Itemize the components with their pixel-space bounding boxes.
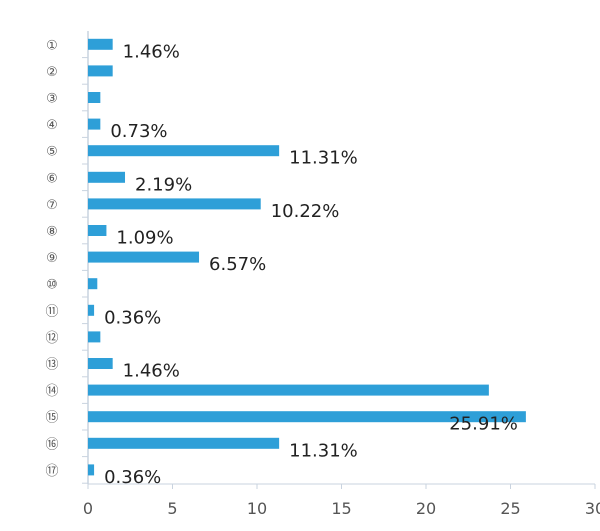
category-labels: ① ② ③ ④ ⑤ ⑥ ⑦ ⑧ ⑨ ⑩ ⑪ ⑫ ⑬ ⑭ ⑮ ⑯ ⑰	[45, 38, 58, 479]
x-tick-label-25: 25	[500, 499, 520, 518]
category-label-16: ⑯	[45, 437, 58, 452]
data-labels: 1.46% 0.73% 11.31% 2.19% 10.22% 1.09% 6.57% 0.3…	[104, 41, 518, 488]
data-label-9: 6.57%	[209, 254, 266, 275]
category-label-13: ⑬	[45, 358, 58, 373]
bar-11	[88, 304, 95, 316]
bar-15	[88, 411, 526, 423]
bar-2	[88, 65, 113, 77]
category-label-1: ①	[46, 38, 58, 53]
category-label-9: ⑨	[46, 251, 58, 266]
data-label-17: 0.36%	[104, 467, 161, 488]
bar-7	[88, 198, 261, 210]
category-label-5: ⑤	[46, 145, 58, 160]
bar-3	[88, 92, 101, 103]
data-label-15: 25.91%	[449, 414, 518, 435]
category-label-17: ⑰	[45, 464, 58, 479]
bar-5	[88, 145, 280, 157]
bar-6	[88, 171, 126, 183]
data-label-11: 0.36%	[104, 307, 161, 328]
bar-12	[88, 331, 101, 343]
data-label-1: 1.46%	[123, 41, 180, 62]
bar-1	[88, 38, 113, 50]
x-tick-label-5: 5	[167, 499, 177, 518]
bar-16	[88, 437, 280, 449]
category-label-3: ③	[46, 92, 58, 107]
x-tick-label-10: 10	[247, 499, 267, 518]
x-tick-label-0: 0	[83, 499, 93, 518]
bar-10	[88, 278, 98, 290]
bar-9	[88, 251, 200, 263]
bar-4	[88, 118, 101, 130]
bar-13	[88, 358, 113, 369]
data-label-4: 0.73%	[110, 121, 167, 142]
category-label-11: ⑪	[45, 304, 58, 319]
data-label-6: 2.19%	[135, 174, 192, 195]
category-label-2: ②	[46, 65, 58, 80]
data-label-8: 1.09%	[116, 228, 173, 249]
category-label-15: ⑮	[45, 411, 58, 426]
x-tick-label-30: 30	[585, 499, 600, 518]
bar-14	[88, 384, 489, 396]
data-label-13: 1.46%	[123, 361, 180, 382]
category-label-14: ⑭	[45, 384, 58, 399]
chart-bars	[88, 38, 526, 476]
category-label-4: ④	[46, 118, 58, 133]
category-label-7: ⑦	[46, 198, 58, 213]
x-tick-label-15: 15	[331, 499, 351, 518]
data-label-5: 11.31%	[289, 148, 358, 169]
category-label-8: ⑧	[46, 225, 58, 240]
bar-17	[88, 464, 95, 476]
x-tick-label-20: 20	[416, 499, 436, 518]
bar-8	[88, 225, 107, 236]
category-label-10: ⑩	[46, 278, 58, 293]
x-tick-labels: 0 5 10 15 20 25 30	[83, 499, 600, 518]
category-label-12: ⑫	[45, 331, 58, 346]
category-label-6: ⑥	[46, 171, 58, 186]
data-label-16: 11.31%	[289, 440, 358, 461]
data-label-7: 10.22%	[271, 201, 340, 222]
